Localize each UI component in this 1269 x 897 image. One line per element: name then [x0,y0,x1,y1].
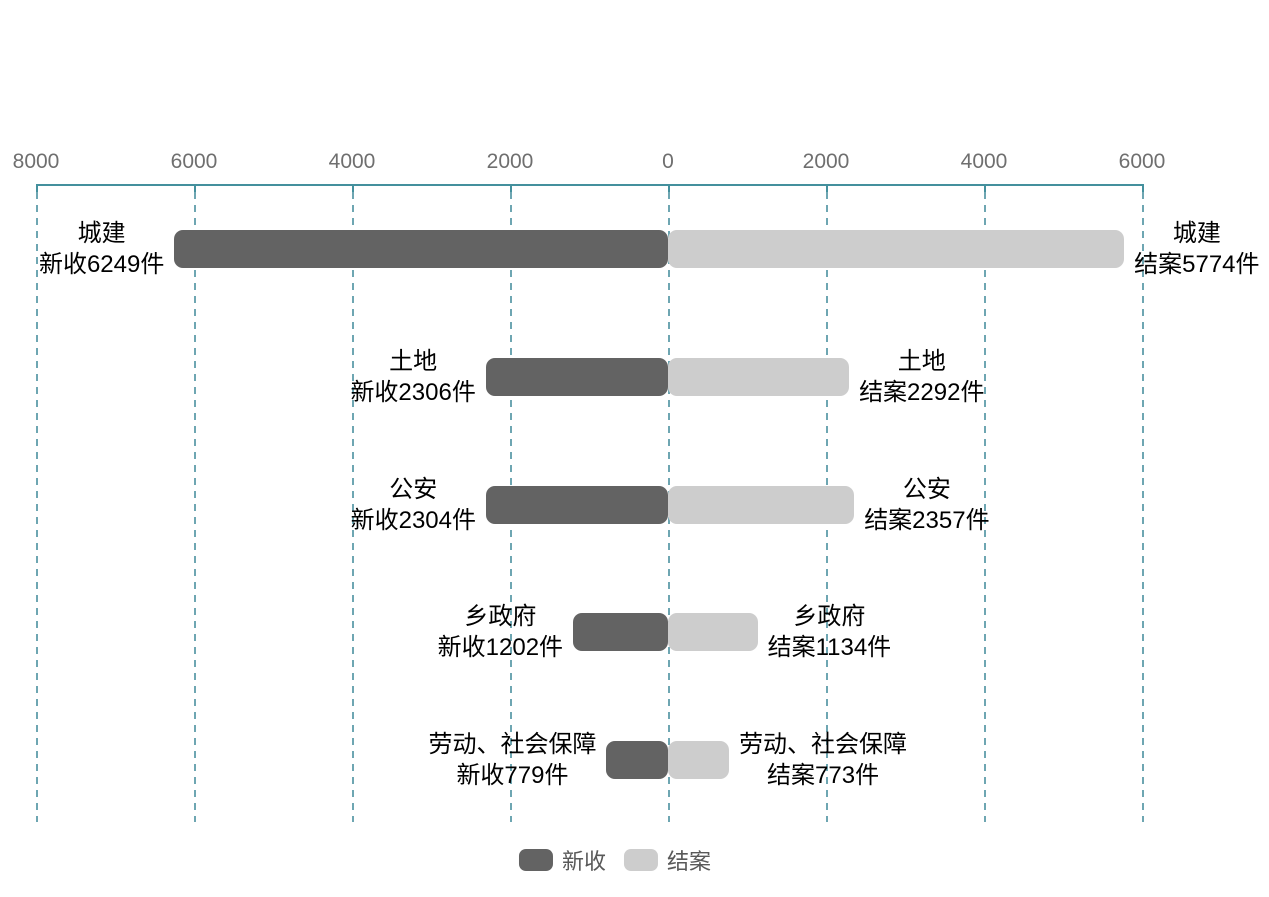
bar-closed-4 [668,741,730,779]
axis-tick-label: 4000 [960,150,1008,173]
axis-tick [1142,186,1144,193]
grid-line [194,192,196,822]
category-label-right-4: 劳动、社会保障 结案773件 [739,729,907,791]
axis-tick [668,186,670,193]
axis-tick [194,186,196,193]
category-label-right-1: 土地结案2292件 [859,346,984,408]
category-name: 乡政府 [464,603,537,631]
category-name: 劳动、社会保障 [739,731,908,758]
axis-tick-label: 2000 [486,150,534,173]
grid-line [352,192,354,822]
category-name: 乡政府 [793,603,866,631]
value-label-closed: 结案773件 [767,762,880,789]
category-label-right-0: 城建结案5774件 [1134,218,1259,280]
category-label-left-4: 劳动、社会保障 新收779件 [428,729,596,791]
axis-tick [352,186,354,193]
axis-tick-label: 6000 [170,150,218,173]
category-label-left-3: 乡政府新收1202件 [438,601,563,663]
bar-new-1 [485,358,668,396]
category-name: 土地 [389,347,438,375]
legend: 新收 结案 [518,844,711,876]
axis-tick [36,186,38,193]
category-name: 城建 [1172,220,1221,247]
category-label-left-0: 城建新收6249件 [39,218,164,280]
axis-tick-label: 0 [662,150,674,173]
axis-tick-label: 6000 [1118,150,1166,173]
value-label-new: 新收779件 [456,762,569,789]
category-name: 劳动、社会保障 [428,731,597,758]
category-name: 城建 [77,220,126,247]
category-name: 公安 [389,475,438,503]
value-label-new: 新收2306件 [350,378,476,406]
value-label-closed: 结案1134件 [767,634,892,662]
bar-new-3 [573,613,668,651]
axis-tick [984,186,986,193]
bar-closed-1 [668,358,850,396]
axis-tick-label: 4000 [328,150,376,173]
legend-swatch-closed [624,849,658,871]
grid-line [36,192,38,822]
category-label-right-2: 公安结案2357件 [864,474,989,536]
grid-line [984,192,986,822]
axis-tick-label: 8000 [12,150,60,173]
bar-new-4 [606,741,668,779]
grid-line [1142,192,1144,822]
legend-item-closed: 结案 [624,844,711,876]
category-name: 公安 [902,475,951,503]
bar-closed-2 [668,486,855,524]
value-label-new: 新收6249件 [38,251,165,278]
axis-tick [826,186,828,193]
legend-swatch-new [518,849,553,871]
bar-new-0 [174,230,668,268]
legend-label-closed: 结案 [667,849,712,874]
axis-tick-label: 2000 [802,150,850,173]
axis-tick [510,186,512,193]
value-label-closed: 结案5774件 [1134,251,1260,278]
x-axis-line [36,184,1144,186]
value-label-closed: 结案2357件 [864,506,990,534]
value-label-closed: 结案2292件 [859,378,985,406]
legend-label-new: 新收 [561,849,606,874]
category-label-left-2: 公安新收2304件 [351,474,476,536]
category-label-right-3: 乡政府结案1134件 [768,601,892,663]
category-name: 土地 [897,347,946,375]
value-label-new: 新收2304件 [350,506,476,534]
bar-new-2 [485,486,668,524]
bar-closed-0 [668,230,1125,268]
category-label-left-1: 土地新收2306件 [350,346,475,408]
bar-closed-3 [668,613,758,651]
value-label-new: 新收1202件 [437,634,564,662]
legend-item-new: 新收 [518,844,606,876]
